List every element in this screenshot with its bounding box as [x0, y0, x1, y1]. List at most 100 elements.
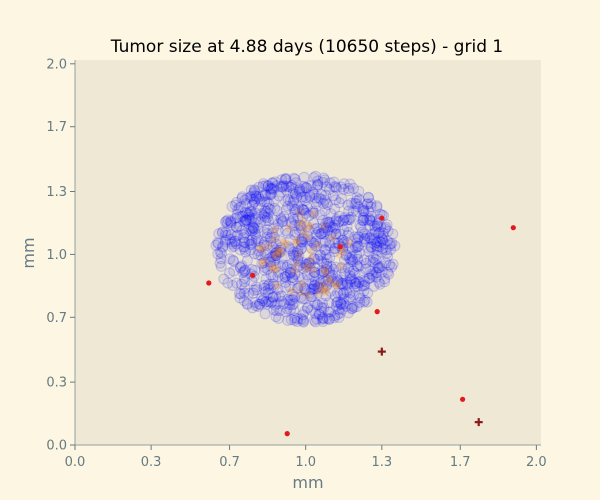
cell-point: [263, 215, 274, 227]
cell-point: [363, 232, 375, 244]
cell-point: [265, 235, 277, 247]
cell-point: [304, 263, 316, 274]
cell-point: [329, 237, 341, 249]
cell-point: [246, 223, 257, 235]
cell-point: [258, 282, 270, 294]
cell-point: [336, 278, 348, 290]
cell-point: [330, 194, 342, 206]
cell-point: [379, 276, 391, 288]
cell-point: [217, 226, 229, 238]
cell-point: [265, 260, 277, 272]
cell-point: [299, 305, 311, 317]
cell-point: [261, 206, 272, 218]
cell-point: [357, 204, 369, 216]
y-axis-label: mm: [19, 237, 38, 268]
cell-point: [261, 196, 273, 208]
cell-point: [314, 228, 326, 240]
core-cell-point: [256, 244, 264, 252]
cell-point: [238, 265, 250, 277]
cell-point: [272, 224, 284, 236]
cell-point: [352, 240, 364, 252]
cell-point: [258, 210, 270, 221]
cell-point: [239, 216, 251, 228]
cell-point: [304, 189, 316, 201]
cell-point: [307, 236, 318, 248]
cell-point: [262, 263, 274, 275]
cell-point: [334, 307, 346, 319]
cell-point: [267, 182, 279, 194]
cell-point: [332, 309, 344, 320]
cell-point: [268, 280, 280, 292]
cell-point: [347, 254, 358, 266]
core-cell-point: [307, 255, 316, 263]
cell-point: [310, 198, 322, 210]
cell-point: [231, 221, 242, 233]
cell-point: [337, 277, 349, 289]
cell-point: [284, 299, 295, 310]
cell-point: [295, 239, 307, 251]
cell-point: [235, 262, 246, 274]
cell-point: [220, 216, 231, 228]
cell-point: [371, 241, 383, 253]
cell-point: [352, 253, 364, 265]
cell-point: [335, 298, 347, 310]
points-layer: [206, 170, 516, 437]
cell-point: [231, 208, 243, 220]
cell-point: [242, 254, 253, 266]
cell-point: [289, 226, 301, 238]
cell-point: [267, 177, 278, 189]
cell-point: [309, 261, 320, 273]
cell-point: [377, 230, 389, 242]
cell-point: [317, 275, 329, 287]
cell-point: [339, 265, 351, 277]
core-cell-point: [320, 222, 328, 231]
cell-point: [318, 198, 329, 210]
cell-point: [315, 188, 327, 200]
cell-point: [239, 276, 251, 288]
cell-point: [260, 247, 272, 259]
cell-point: [370, 236, 382, 248]
cell-point: [352, 231, 364, 243]
cell-point: [222, 214, 234, 226]
cell-point: [324, 306, 336, 318]
cell-point: [308, 280, 320, 291]
core-cell-point: [270, 251, 279, 260]
core-cell-point: [303, 232, 312, 241]
cell-point: [264, 182, 276, 194]
cell-point: [342, 262, 354, 274]
cell-point: [377, 227, 389, 239]
cell-point: [287, 288, 298, 300]
cell-point: [342, 229, 354, 241]
cell-point: [320, 181, 332, 193]
cell-point: [362, 198, 374, 210]
cell-point: [259, 249, 271, 261]
cell-point: [364, 254, 376, 266]
cell-point: [322, 199, 333, 211]
cell-point: [282, 194, 294, 205]
cell-point: [247, 221, 259, 233]
cell-point: [215, 253, 227, 265]
cell-point: [361, 230, 373, 242]
cell-point: [315, 193, 327, 205]
cell-point: [308, 253, 320, 265]
cell-point: [330, 215, 342, 227]
cell-point: [297, 191, 309, 203]
cell-point: [300, 181, 312, 193]
cell-point: [287, 211, 299, 223]
cell-point: [248, 195, 260, 207]
cell-point: [369, 223, 381, 235]
cell-point: [259, 262, 271, 273]
cell-point: [320, 217, 332, 229]
cell-point: [255, 195, 267, 207]
core-cell-point: [332, 281, 341, 290]
cell-point: [363, 272, 375, 284]
red-dot-point: [284, 431, 290, 437]
cell-point: [331, 276, 343, 288]
x-axis-label: mm: [292, 473, 323, 492]
cell-point: [330, 228, 342, 240]
cell-point: [276, 295, 288, 307]
cell-point: [252, 249, 264, 261]
cell-point: [295, 220, 307, 232]
x-tick-label: 0.3: [141, 455, 162, 470]
cell-point: [298, 233, 310, 245]
